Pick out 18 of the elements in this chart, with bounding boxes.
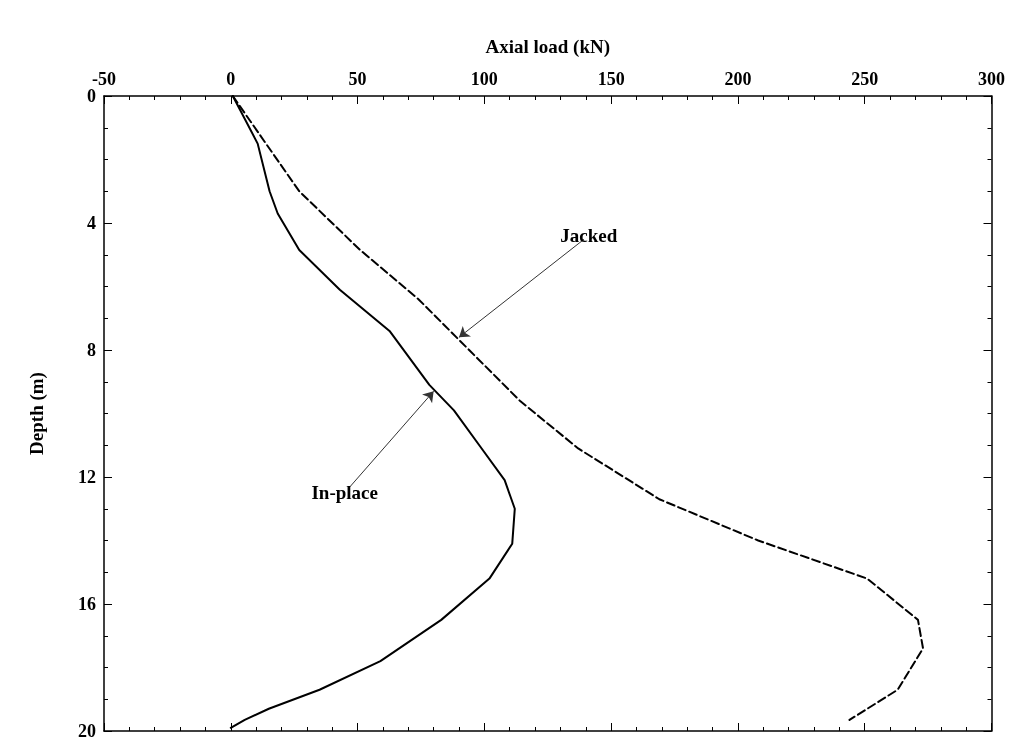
y-axis-title: Depth (m) — [26, 372, 48, 455]
x-tick-label: 100 — [470, 69, 498, 89]
y-tick-label: 8 — [87, 340, 96, 360]
x-tick-label: -50 — [92, 69, 116, 89]
y-tick-label: 4 — [87, 213, 96, 233]
annotation: In-place — [311, 482, 378, 504]
annotation: Jacked — [560, 225, 618, 247]
y-tick-label: 20 — [78, 721, 96, 741]
y-tick-label: 12 — [78, 467, 96, 487]
y-tick-label: 0 — [87, 86, 96, 106]
x-tick-label: 50 — [348, 69, 367, 89]
x-tick-label: 200 — [724, 69, 752, 89]
x-tick-label: 150 — [597, 69, 625, 89]
x-axis-title: Axial load (kN) — [485, 36, 611, 58]
x-tick-label: 0 — [226, 69, 236, 89]
y-tick-label: 16 — [78, 594, 96, 614]
x-tick-label: 300 — [978, 69, 1005, 89]
x-tick-label: 250 — [851, 69, 879, 89]
